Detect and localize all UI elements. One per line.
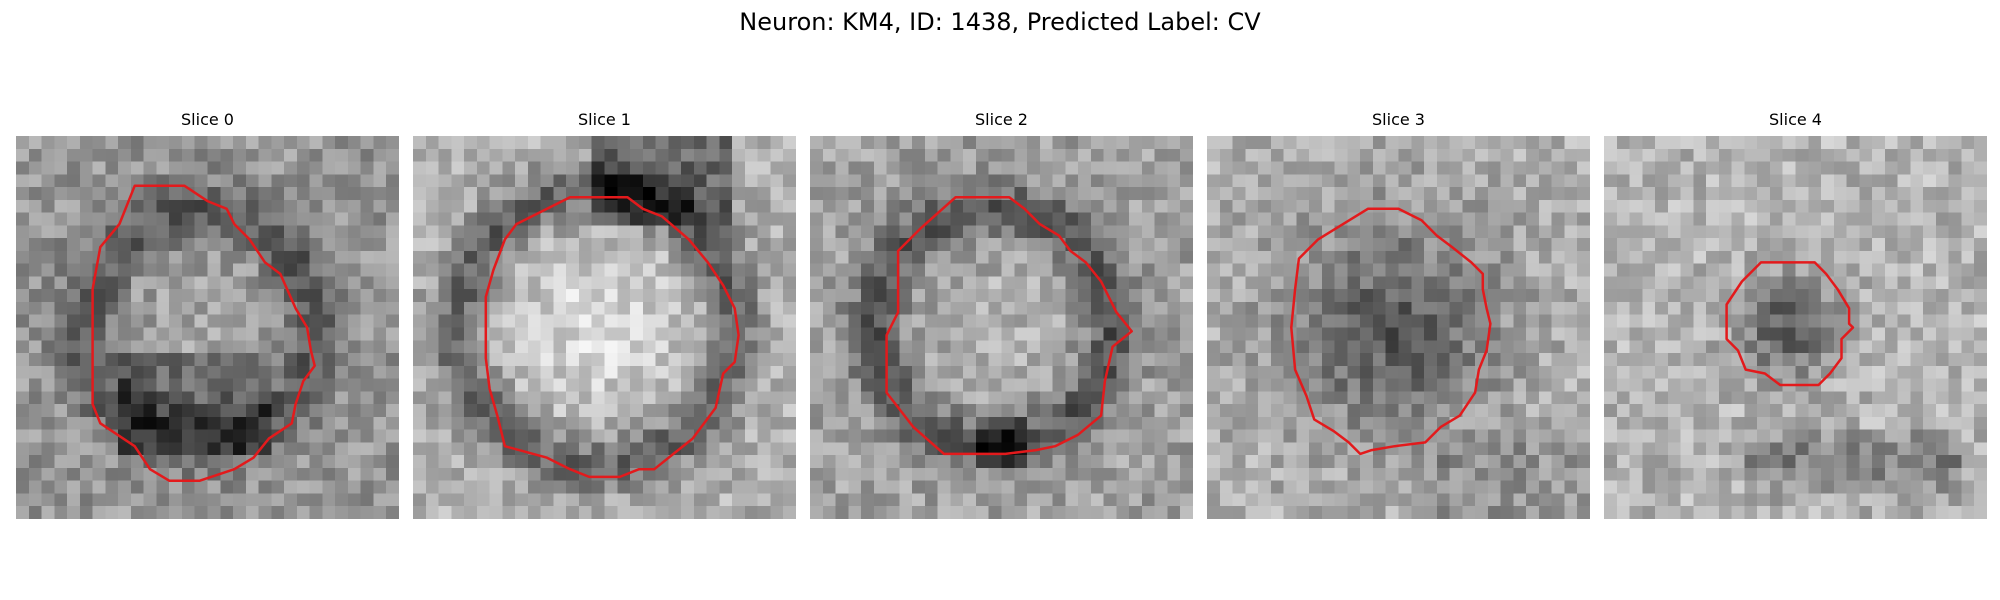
slice-panel-1: Slice 1: [413, 108, 796, 519]
slice-4-title: Slice 4: [1769, 110, 1822, 129]
slice-panel-3: Slice 3: [1207, 108, 1590, 519]
slice-3-image: [1207, 136, 1590, 519]
slice-1-image: [413, 136, 796, 519]
slice-1-contour: [484, 196, 740, 479]
slice-0-title: Slice 0: [181, 110, 234, 129]
slice-panel-0: Slice 0: [16, 108, 399, 519]
slice-0-contour: [91, 184, 316, 482]
slice-1-title: Slice 1: [578, 110, 631, 129]
slice-2-contour: [885, 196, 1133, 456]
slice-panel-4: Slice 4: [1604, 108, 1987, 519]
slice-3-contour: [1290, 207, 1492, 456]
slice-panel-2: Slice 2: [810, 108, 1193, 519]
slice-2-title: Slice 2: [975, 110, 1028, 129]
slice-3-title: Slice 3: [1372, 110, 1425, 129]
figure-title: Neuron: KM4, ID: 1438, Predicted Label: …: [739, 8, 1261, 36]
slice-4-image: [1604, 136, 1987, 519]
slice-4-contour: [1725, 261, 1855, 387]
